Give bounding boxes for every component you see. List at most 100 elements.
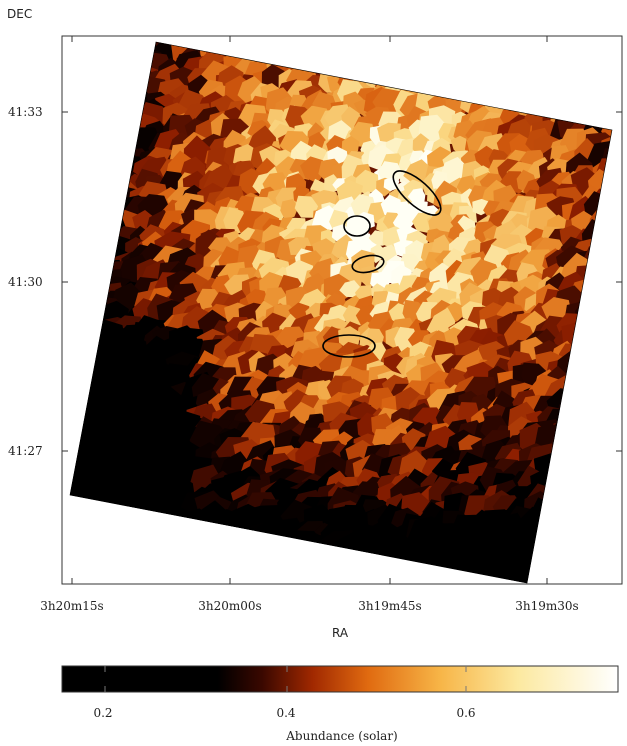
bin-cell — [615, 239, 627, 265]
bin-cell — [219, 42, 249, 44]
bin-cell — [70, 541, 101, 577]
bin-cell — [579, 89, 612, 122]
bin-cell — [81, 529, 122, 570]
bin-cell — [562, 382, 589, 411]
bin-cell — [351, 42, 382, 45]
bin-cell — [609, 558, 612, 583]
bin-cell — [249, 42, 276, 57]
bin-cell — [569, 520, 606, 555]
bin-cell — [581, 481, 612, 524]
bin-cell — [75, 251, 106, 280]
bin-cell — [185, 565, 217, 583]
bin-cell — [573, 458, 609, 491]
bin-cell — [614, 389, 627, 420]
bin-cell — [70, 349, 76, 388]
bin-cell — [74, 143, 104, 172]
bin-cell — [583, 467, 612, 511]
bin-cell — [74, 215, 105, 250]
bin-cell — [563, 433, 592, 462]
bin-cell — [70, 170, 82, 198]
bin-cell — [70, 239, 79, 271]
bin-cell — [70, 395, 73, 429]
bin-cell — [507, 78, 537, 104]
bin-cell — [118, 42, 153, 51]
bin-cell — [147, 574, 189, 583]
bin-cell — [301, 561, 332, 583]
ra-tick-label-3: 3h19m45s — [358, 599, 421, 613]
bin-cell — [448, 21, 472, 41]
bin-cell — [70, 204, 104, 238]
bin-cell — [510, 68, 542, 100]
bin-cell — [70, 150, 84, 187]
field-of-view-outline — [69, 41, 613, 584]
ra-tick-label-1: 3h20m15s — [40, 599, 103, 613]
bin-cell — [610, 314, 612, 342]
bin-cell — [611, 43, 612, 77]
bin-cell — [70, 279, 102, 317]
bin-cell — [70, 376, 74, 411]
bin-cell — [316, 563, 346, 583]
bin-cell — [444, 47, 473, 79]
bin-cell — [570, 524, 611, 565]
bin-cell — [577, 517, 612, 557]
bin-cell — [580, 496, 612, 533]
bin-cell — [608, 160, 612, 196]
bin-cell — [441, 43, 465, 70]
bin-cell — [550, 66, 584, 106]
bin-cell — [603, 351, 612, 378]
bin-cell — [582, 430, 612, 464]
bin-cell — [70, 47, 95, 86]
bin-cell — [101, 116, 132, 148]
bin-cell — [358, 42, 384, 50]
bin-cell — [580, 297, 612, 326]
bin-cell — [130, 535, 165, 568]
colorbar-ticks — [104, 666, 467, 692]
bin-cell — [608, 89, 612, 123]
bin-cell — [72, 42, 109, 44]
bin-cell — [529, 555, 576, 583]
bin-cell — [608, 220, 612, 256]
bin-cell — [70, 311, 83, 345]
bin-cell — [580, 312, 612, 348]
bin-cell — [162, 42, 190, 44]
bin-cell — [70, 327, 78, 365]
bin-cell — [70, 194, 113, 228]
bin-cell — [555, 471, 591, 500]
bin-cell — [570, 366, 603, 399]
bin-cell — [37, 149, 64, 177]
bin-cell — [117, 62, 143, 86]
bin-cell — [72, 42, 109, 56]
bin-cell — [510, 42, 540, 54]
bin-cell — [383, 177, 400, 192]
bin-cell — [118, 573, 166, 583]
ra-tick-label-4: 3h19m30s — [515, 599, 578, 613]
bin-cell — [403, 159, 433, 185]
bin-cell — [70, 65, 100, 99]
bin-cell — [430, 70, 461, 100]
bin-cell — [70, 297, 90, 331]
bin-cell — [547, 42, 577, 63]
bin-cell — [586, 447, 612, 476]
bin-cell — [137, 516, 184, 556]
bin-cell — [154, 541, 193, 576]
bin-cell — [561, 547, 600, 581]
bin-cell — [540, 56, 573, 87]
bin-cell — [70, 42, 74, 64]
bin-cell — [70, 195, 73, 225]
bin-cell — [609, 42, 612, 47]
bin-cell — [85, 548, 122, 583]
bin-cell — [99, 61, 137, 93]
bin-cell — [97, 104, 128, 134]
bin-cell — [70, 528, 95, 574]
bin-cell — [39, 51, 69, 82]
bin-cell — [70, 65, 79, 101]
bin-cell — [536, 51, 564, 83]
bin-cell — [70, 298, 100, 338]
bin-cell — [118, 534, 156, 574]
bin-cell — [551, 509, 593, 550]
bin-cell — [73, 74, 108, 105]
bin-cell — [70, 79, 97, 111]
bin-cell — [614, 493, 627, 529]
bin-cell — [574, 42, 610, 49]
bin-cell — [313, 42, 338, 43]
